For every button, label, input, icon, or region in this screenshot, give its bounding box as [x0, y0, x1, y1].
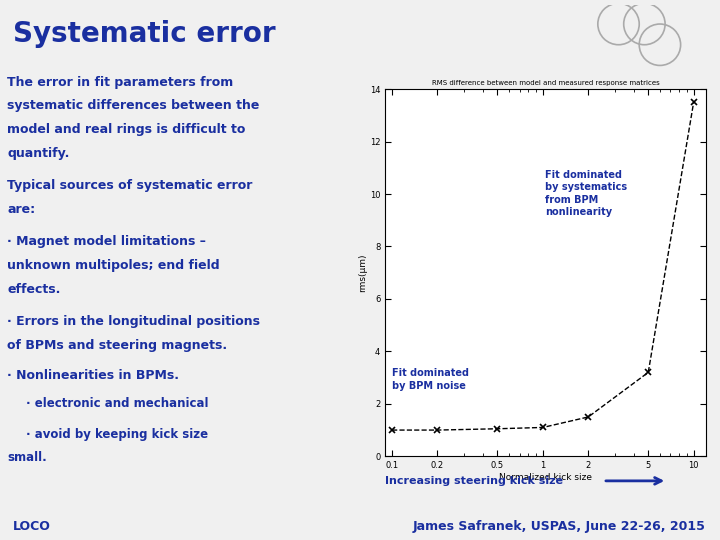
Text: Fit dominated
by BPM noise: Fit dominated by BPM noise	[392, 368, 469, 390]
Text: · Errors in the longitudinal positions: · Errors in the longitudinal positions	[7, 315, 260, 328]
Text: systematic differences between the: systematic differences between the	[7, 99, 260, 112]
Title: RMS difference between model and measured response matrices: RMS difference between model and measure…	[431, 80, 660, 86]
Text: The error in fit parameters from: The error in fit parameters from	[7, 76, 233, 89]
Text: unknown multipoles; end field: unknown multipoles; end field	[7, 259, 220, 272]
Text: · electronic and mechanical: · electronic and mechanical	[26, 397, 208, 410]
Text: Systematic error: Systematic error	[13, 19, 276, 48]
Text: Increasing steering kick size: Increasing steering kick size	[385, 476, 563, 486]
Text: James Safranek, USPAS, June 22-26, 2015: James Safranek, USPAS, June 22-26, 2015	[413, 520, 706, 533]
Text: effects.: effects.	[7, 283, 60, 296]
Text: are:: are:	[7, 203, 35, 216]
Text: quantify.: quantify.	[7, 147, 70, 160]
Text: model and real rings is difficult to: model and real rings is difficult to	[7, 123, 246, 136]
Text: Typical sources of systematic error: Typical sources of systematic error	[7, 179, 253, 192]
Text: Fit dominated
by systematics
from BPM
nonlinearity: Fit dominated by systematics from BPM no…	[546, 170, 628, 217]
Text: LOCO: LOCO	[13, 520, 51, 533]
Text: of BPMs and steering magnets.: of BPMs and steering magnets.	[7, 339, 228, 352]
Y-axis label: rms(μm): rms(μm)	[358, 253, 367, 292]
Text: small.: small.	[7, 451, 47, 464]
Text: · Nonlinearities in BPMs.: · Nonlinearities in BPMs.	[7, 369, 179, 382]
Text: · avoid by keeping kick size: · avoid by keeping kick size	[26, 428, 208, 441]
X-axis label: Normalized kick size: Normalized kick size	[499, 473, 592, 482]
Text: · Magnet model limitations –: · Magnet model limitations –	[7, 235, 206, 248]
